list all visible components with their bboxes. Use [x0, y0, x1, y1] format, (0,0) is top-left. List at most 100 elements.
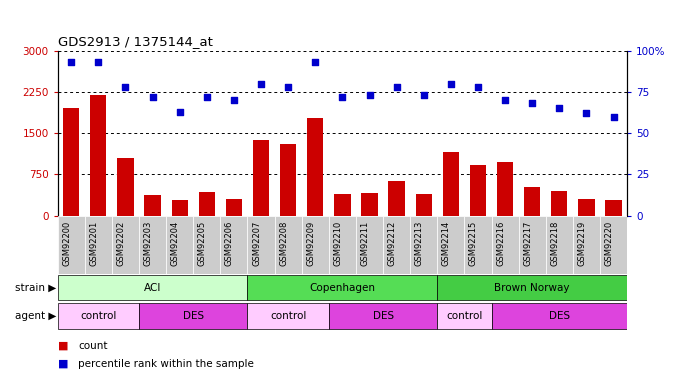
Bar: [464, 216, 492, 274]
Bar: [139, 303, 247, 328]
Text: GSM92220: GSM92220: [605, 220, 614, 266]
Text: DES: DES: [182, 311, 204, 321]
Point: [527, 100, 538, 106]
Point: [66, 59, 77, 65]
Point: [174, 109, 185, 115]
Bar: [329, 303, 437, 328]
Bar: [58, 275, 247, 300]
Text: GSM92209: GSM92209: [306, 220, 315, 266]
Bar: [551, 191, 567, 216]
Bar: [388, 181, 405, 216]
Text: ■: ■: [58, 341, 68, 351]
Text: control: control: [446, 311, 483, 321]
Text: Brown Norway: Brown Norway: [494, 283, 570, 293]
Bar: [492, 303, 627, 328]
Text: DES: DES: [372, 311, 394, 321]
Point: [93, 59, 104, 65]
Bar: [329, 216, 356, 274]
Point: [337, 94, 348, 100]
Point: [391, 84, 402, 90]
Point: [283, 84, 294, 90]
Point: [147, 94, 158, 100]
Point: [256, 81, 266, 87]
Text: GSM92203: GSM92203: [144, 220, 153, 266]
Bar: [193, 216, 220, 274]
Text: control: control: [270, 311, 306, 321]
Bar: [470, 165, 486, 216]
Point: [473, 84, 483, 90]
Text: GSM92218: GSM92218: [551, 220, 559, 266]
Text: GSM92211: GSM92211: [361, 220, 370, 266]
Point: [228, 97, 239, 103]
Text: GSM92204: GSM92204: [171, 220, 180, 266]
Bar: [280, 144, 296, 216]
Bar: [275, 216, 302, 274]
Text: GSM92217: GSM92217: [523, 220, 532, 266]
Bar: [519, 216, 546, 274]
Text: GSM92213: GSM92213: [415, 220, 424, 266]
Bar: [497, 162, 513, 216]
Bar: [226, 199, 242, 216]
Bar: [416, 194, 432, 216]
Bar: [443, 152, 459, 216]
Bar: [117, 158, 134, 216]
Text: GSM92216: GSM92216: [496, 220, 505, 266]
Bar: [139, 216, 166, 274]
Bar: [573, 216, 600, 274]
Bar: [247, 216, 275, 274]
Text: GSM92205: GSM92205: [198, 220, 207, 266]
Bar: [334, 194, 351, 216]
Point: [554, 105, 565, 111]
Bar: [172, 200, 188, 216]
Text: ■: ■: [58, 359, 68, 369]
Text: GSM92200: GSM92200: [62, 220, 71, 266]
Bar: [85, 216, 112, 274]
Point: [445, 81, 456, 87]
Text: GSM92208: GSM92208: [279, 220, 288, 266]
Bar: [524, 187, 540, 216]
Bar: [220, 216, 247, 274]
Text: control: control: [80, 311, 117, 321]
Text: GDS2913 / 1375144_at: GDS2913 / 1375144_at: [58, 35, 212, 48]
Text: GSM92206: GSM92206: [225, 220, 234, 266]
Point: [310, 59, 321, 65]
Bar: [199, 192, 215, 216]
Text: Copenhagen: Copenhagen: [309, 283, 376, 293]
Bar: [383, 216, 410, 274]
Point: [581, 110, 592, 116]
Text: GSM92207: GSM92207: [252, 220, 261, 266]
Text: GSM92215: GSM92215: [469, 220, 478, 266]
Bar: [58, 303, 139, 328]
Bar: [437, 216, 464, 274]
Bar: [437, 303, 492, 328]
Bar: [437, 275, 627, 300]
Bar: [356, 216, 383, 274]
Text: ACI: ACI: [144, 283, 161, 293]
Text: DES: DES: [549, 311, 570, 321]
Text: agent ▶: agent ▶: [15, 311, 56, 321]
Point: [201, 94, 212, 100]
Bar: [492, 216, 519, 274]
Bar: [578, 199, 595, 216]
Text: GSM92219: GSM92219: [578, 220, 586, 266]
Point: [500, 97, 511, 103]
Point: [120, 84, 131, 90]
Bar: [361, 193, 378, 216]
Text: GSM92214: GSM92214: [442, 220, 451, 266]
Bar: [410, 216, 437, 274]
Text: count: count: [78, 341, 108, 351]
Bar: [112, 216, 139, 274]
Bar: [63, 108, 79, 216]
Point: [364, 92, 375, 98]
Text: GSM92212: GSM92212: [388, 220, 397, 266]
Text: strain ▶: strain ▶: [15, 283, 56, 293]
Text: percentile rank within the sample: percentile rank within the sample: [78, 359, 254, 369]
Bar: [253, 140, 269, 216]
Bar: [600, 216, 627, 274]
Text: GSM92202: GSM92202: [117, 220, 125, 266]
Text: GSM92201: GSM92201: [89, 220, 98, 266]
Bar: [307, 118, 323, 216]
Bar: [247, 303, 329, 328]
Bar: [605, 200, 622, 216]
Bar: [166, 216, 193, 274]
